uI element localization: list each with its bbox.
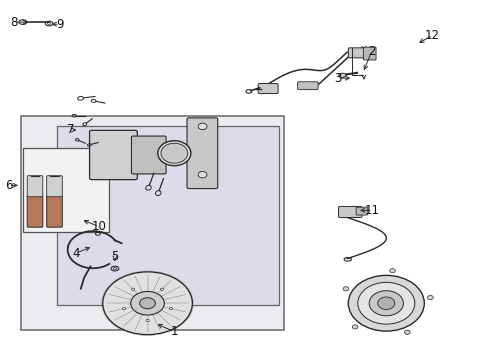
Text: 6: 6 (5, 179, 12, 192)
FancyBboxPatch shape (356, 207, 368, 215)
FancyBboxPatch shape (297, 82, 318, 90)
Ellipse shape (343, 287, 349, 291)
FancyBboxPatch shape (131, 136, 166, 174)
Ellipse shape (428, 296, 433, 300)
FancyBboxPatch shape (27, 176, 43, 197)
FancyBboxPatch shape (348, 48, 370, 58)
Ellipse shape (161, 288, 164, 291)
Bar (57, 126, 279, 305)
FancyBboxPatch shape (47, 176, 62, 197)
Text: 3: 3 (334, 72, 341, 85)
Bar (21, 116, 284, 330)
Text: 10: 10 (92, 220, 106, 233)
Ellipse shape (390, 269, 395, 273)
Ellipse shape (131, 292, 164, 315)
Text: 1: 1 (171, 325, 178, 338)
Ellipse shape (146, 319, 149, 321)
Ellipse shape (140, 298, 155, 309)
FancyBboxPatch shape (258, 84, 278, 94)
Text: 2: 2 (368, 45, 375, 58)
Ellipse shape (198, 171, 207, 178)
Ellipse shape (339, 73, 346, 77)
Ellipse shape (352, 325, 358, 329)
Ellipse shape (161, 143, 188, 163)
Text: 5: 5 (111, 250, 119, 263)
Ellipse shape (103, 272, 193, 335)
FancyBboxPatch shape (27, 195, 43, 227)
Ellipse shape (405, 330, 410, 334)
Ellipse shape (358, 282, 415, 324)
FancyBboxPatch shape (339, 206, 362, 217)
Bar (24, 148, 109, 232)
FancyBboxPatch shape (364, 47, 376, 60)
Text: 7: 7 (67, 123, 74, 136)
Ellipse shape (158, 141, 191, 166)
FancyBboxPatch shape (187, 118, 218, 189)
Ellipse shape (348, 275, 424, 331)
Ellipse shape (170, 307, 172, 310)
FancyBboxPatch shape (47, 195, 62, 227)
Text: 12: 12 (425, 29, 440, 42)
Text: 8: 8 (10, 15, 17, 28)
Text: 4: 4 (72, 247, 80, 260)
Text: 9: 9 (56, 18, 64, 31)
Ellipse shape (369, 291, 403, 316)
Ellipse shape (122, 307, 125, 310)
FancyBboxPatch shape (90, 130, 137, 180)
Ellipse shape (378, 297, 395, 310)
Ellipse shape (131, 288, 135, 291)
Text: 11: 11 (365, 204, 380, 217)
Ellipse shape (198, 123, 207, 130)
